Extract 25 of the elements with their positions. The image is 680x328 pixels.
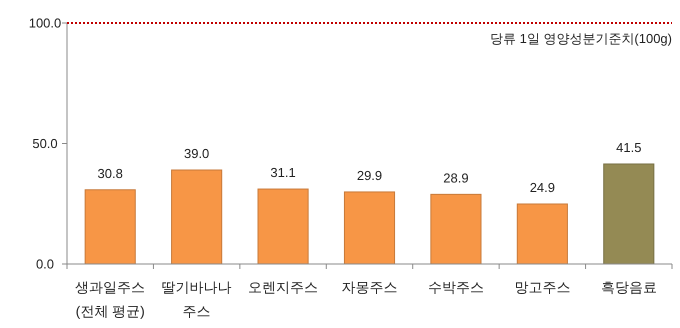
bar bbox=[430, 194, 482, 264]
x-tick-label: 딸기바나나 주스 bbox=[162, 279, 232, 319]
bar bbox=[171, 170, 222, 264]
data-label: 31.1 bbox=[270, 165, 296, 180]
y-tick-label: 0.0 bbox=[36, 256, 54, 272]
data-label: 39.0 bbox=[184, 146, 210, 162]
data-label: 28.9 bbox=[443, 170, 469, 186]
bar bbox=[344, 191, 396, 264]
ref-line-label: 당류 1일 영양성분기준치(100g) bbox=[490, 31, 672, 46]
x-tick-label: 망고주스 bbox=[514, 279, 570, 295]
bar bbox=[258, 188, 309, 264]
x-tick-label: 수박주스 bbox=[428, 279, 484, 295]
y-tick-label: 50.0 bbox=[32, 136, 58, 152]
data-label: 29.9 bbox=[356, 168, 382, 183]
bar bbox=[603, 163, 654, 264]
x-tick-label: 흑당음료 bbox=[600, 279, 657, 295]
x-tick-label: 오렌지주스 bbox=[248, 279, 318, 295]
data-label: 24.9 bbox=[530, 180, 556, 195]
x-tick-label: 자몽주스 bbox=[342, 279, 398, 295]
data-label: 41.5 bbox=[616, 140, 642, 155]
y-tick-label: 100.0 bbox=[28, 16, 62, 31]
data-label: 30.8 bbox=[98, 166, 123, 181]
x-tick-label: 생과일주스 (전체 평균) bbox=[75, 279, 146, 319]
bar bbox=[516, 203, 568, 264]
bar bbox=[84, 189, 136, 264]
